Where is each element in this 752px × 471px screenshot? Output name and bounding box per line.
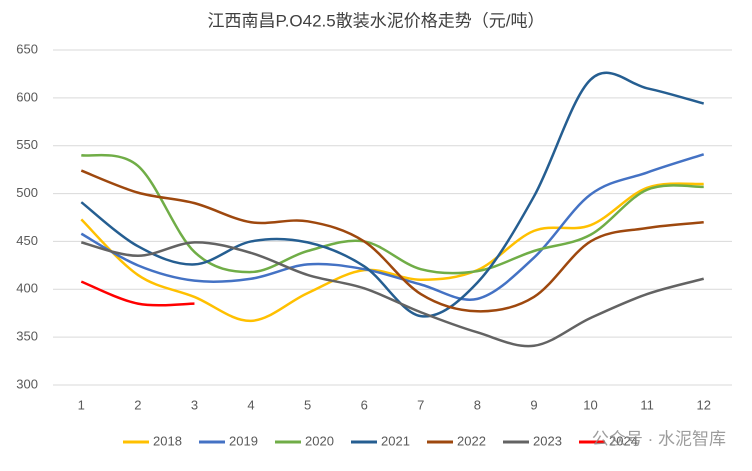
series-line (80, 182, 704, 323)
series-line (80, 169, 704, 313)
legend-label: 2018 (153, 433, 182, 448)
legend-label: 2021 (381, 433, 410, 448)
y-tick-label: 650 (16, 41, 38, 56)
y-tick-label: 450 (16, 233, 38, 248)
x-tick-label: 12 (696, 397, 710, 412)
watermark: 公众号 · 水泥智库 (592, 429, 726, 448)
x-tick-label: 5 (304, 397, 311, 412)
legend-label: 2022 (457, 433, 486, 448)
y-tick-label: 350 (16, 329, 38, 344)
x-tick-label: 3 (191, 397, 198, 412)
legend-label: 2023 (533, 433, 562, 448)
y-tick-label: 500 (16, 185, 38, 200)
y-tick-label: 550 (16, 137, 38, 152)
legend-label: 2019 (229, 433, 258, 448)
y-tick-label: 400 (16, 281, 38, 296)
x-tick-label: 7 (417, 397, 424, 412)
x-tick-label: 10 (583, 397, 597, 412)
series-line (80, 153, 705, 301)
x-tick-label: 9 (530, 397, 537, 412)
x-tick-label: 11 (640, 397, 654, 412)
series-line (81, 153, 704, 275)
x-tick-label: 4 (247, 397, 254, 412)
series-line (80, 71, 705, 318)
y-tick-label: 300 (16, 376, 38, 391)
x-tick-label: 1 (78, 397, 85, 412)
series-line (80, 280, 195, 307)
legend-label: 2024 (609, 433, 638, 448)
x-tick-label: 2 (134, 397, 141, 412)
series-line (80, 241, 705, 348)
chart-title: 江西南昌P.O42.5散装水泥价格走势（元/吨） (208, 11, 545, 30)
y-tick-label: 600 (16, 89, 38, 104)
x-tick-label: 8 (474, 397, 481, 412)
legend-label: 2020 (305, 433, 334, 448)
x-tick-label: 6 (361, 397, 368, 412)
